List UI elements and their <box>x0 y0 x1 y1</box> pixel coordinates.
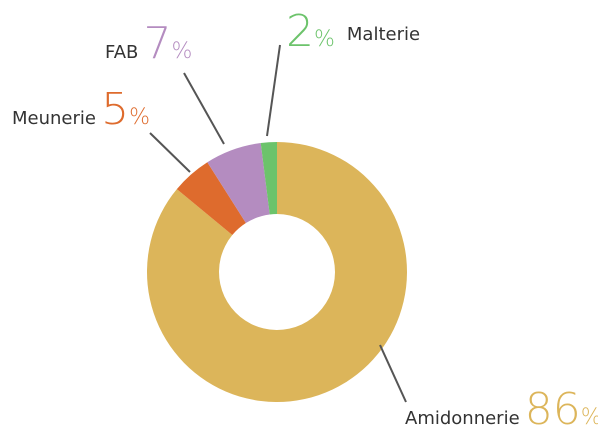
category-name: Amidonnerie <box>405 408 520 428</box>
slice-label: Amidonnerie 86% <box>405 384 598 428</box>
slice-label: 2% Malterie <box>286 6 420 57</box>
value-label: 2 <box>286 6 314 57</box>
leader-line <box>149 132 191 173</box>
value-unit: % <box>171 39 192 64</box>
category-name: FAB <box>105 42 138 63</box>
value-label: 7 <box>143 18 171 69</box>
value-unit: % <box>581 405 598 428</box>
donut-slice <box>207 143 270 224</box>
category-name: Malterie <box>347 24 420 45</box>
value-label: 5 <box>101 84 129 135</box>
leader-line <box>266 44 281 137</box>
donut-slice <box>260 142 277 215</box>
donut-slice <box>176 162 246 236</box>
slice-label: FAB 7% <box>105 18 192 69</box>
leader-line <box>379 344 407 403</box>
value-label: 86 <box>525 384 581 428</box>
leader-line <box>183 72 225 145</box>
value-unit: % <box>314 27 335 52</box>
value-unit: % <box>129 105 150 130</box>
category-name: Meunerie <box>12 108 96 129</box>
slice-label: Meunerie 5% <box>12 84 150 135</box>
donut-slice <box>146 142 408 402</box>
